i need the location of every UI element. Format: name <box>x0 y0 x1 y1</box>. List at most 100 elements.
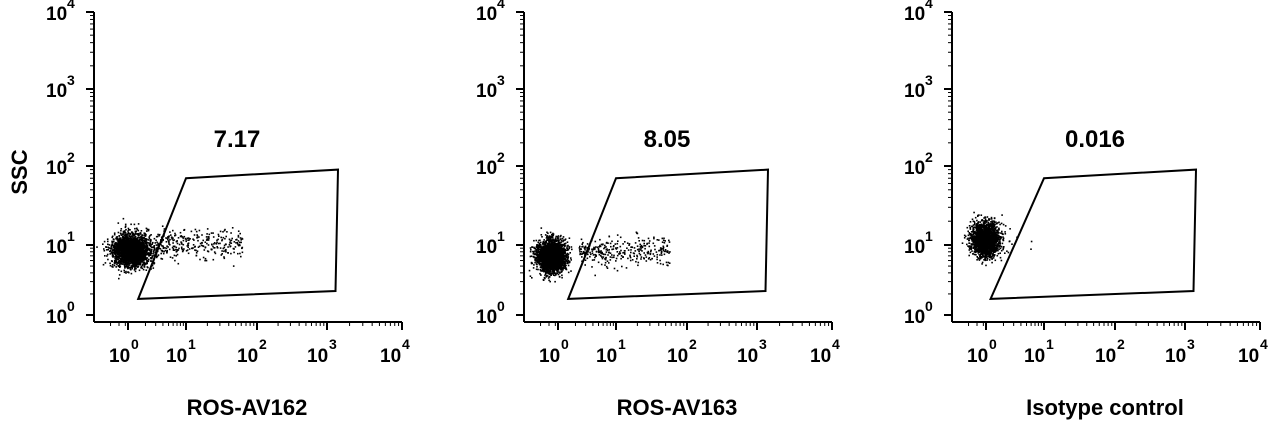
data-point <box>188 248 191 250</box>
data-point <box>556 239 559 242</box>
data-point <box>151 248 153 251</box>
data-point <box>149 239 151 242</box>
data-point <box>241 247 243 250</box>
data-point <box>142 257 144 259</box>
data-point <box>133 264 136 266</box>
data-point <box>145 258 147 261</box>
data-point <box>551 241 553 243</box>
data-point <box>214 252 217 255</box>
data-point <box>123 248 126 250</box>
data-point <box>568 247 571 249</box>
data-point <box>534 259 536 261</box>
data-point <box>120 255 122 258</box>
data-point <box>216 239 218 242</box>
data-point <box>561 267 564 269</box>
data-point <box>112 266 114 268</box>
data-point <box>114 249 117 252</box>
data-point <box>167 237 170 239</box>
data-point <box>128 251 131 253</box>
data-point <box>140 253 142 255</box>
data-point <box>158 247 161 250</box>
data-point <box>183 235 186 238</box>
data-point <box>139 256 141 258</box>
data-point <box>560 251 563 253</box>
data-point <box>539 256 541 258</box>
data-point <box>552 234 555 237</box>
x-tick-label: 10 <box>596 346 617 367</box>
data-point <box>177 237 180 239</box>
data-point <box>123 244 126 246</box>
data-point <box>132 237 135 240</box>
data-point <box>136 233 139 235</box>
data-point <box>151 246 153 249</box>
data-point <box>230 232 232 234</box>
data-point <box>570 270 572 272</box>
data-point <box>545 237 548 239</box>
y-tick-label: 10 <box>476 4 497 25</box>
data-point <box>129 255 132 257</box>
data-point <box>146 260 149 262</box>
data-point <box>235 242 237 244</box>
data-point <box>145 263 147 265</box>
data-point <box>224 237 226 240</box>
data-point <box>567 255 569 257</box>
data-point <box>145 253 147 256</box>
data-point <box>128 242 130 244</box>
data-point <box>123 263 126 266</box>
data-point <box>152 252 155 254</box>
data-point <box>545 272 548 274</box>
data-point <box>114 252 117 254</box>
data-point <box>208 233 211 236</box>
data-point <box>137 259 139 262</box>
x-tick-label: 10 <box>539 346 560 367</box>
data-point <box>166 252 168 254</box>
data-point <box>131 237 134 239</box>
data-point <box>546 246 549 248</box>
data-point <box>536 253 539 256</box>
data-point <box>143 265 146 268</box>
data-point <box>140 238 142 241</box>
data-point <box>127 247 129 250</box>
data-point <box>186 245 189 247</box>
data-point <box>165 237 167 239</box>
data-point <box>160 243 162 246</box>
data-point <box>124 236 126 239</box>
data-point <box>129 246 132 249</box>
data-point <box>540 266 543 269</box>
data-point <box>222 231 224 233</box>
data-point <box>172 248 175 250</box>
data-point <box>154 242 157 244</box>
data-point <box>220 236 222 239</box>
data-point <box>530 255 533 257</box>
data-point <box>150 234 152 236</box>
data-point <box>148 258 150 261</box>
data-point <box>237 244 240 246</box>
data-point <box>133 247 136 249</box>
data-point <box>568 245 570 248</box>
data-point <box>536 244 538 246</box>
data-point <box>168 241 170 244</box>
data-point <box>118 242 120 244</box>
data-point <box>125 228 127 231</box>
data-point <box>112 252 115 254</box>
data-point <box>161 245 163 247</box>
data-point <box>120 233 122 235</box>
data-point <box>141 252 143 255</box>
data-point <box>221 238 224 241</box>
data-point <box>183 229 185 231</box>
data-point <box>153 263 155 265</box>
data-point <box>138 240 140 242</box>
data-point <box>182 249 185 252</box>
data-point <box>227 246 229 248</box>
data-point <box>114 243 117 245</box>
data-point <box>541 236 543 238</box>
data-point <box>119 238 122 241</box>
data-point <box>229 242 231 244</box>
data-point <box>112 238 115 240</box>
data-point <box>176 253 179 256</box>
data-point <box>144 256 147 259</box>
data-point <box>562 260 565 263</box>
data-point <box>161 225 164 227</box>
data-point <box>558 245 560 247</box>
data-point <box>566 254 568 256</box>
